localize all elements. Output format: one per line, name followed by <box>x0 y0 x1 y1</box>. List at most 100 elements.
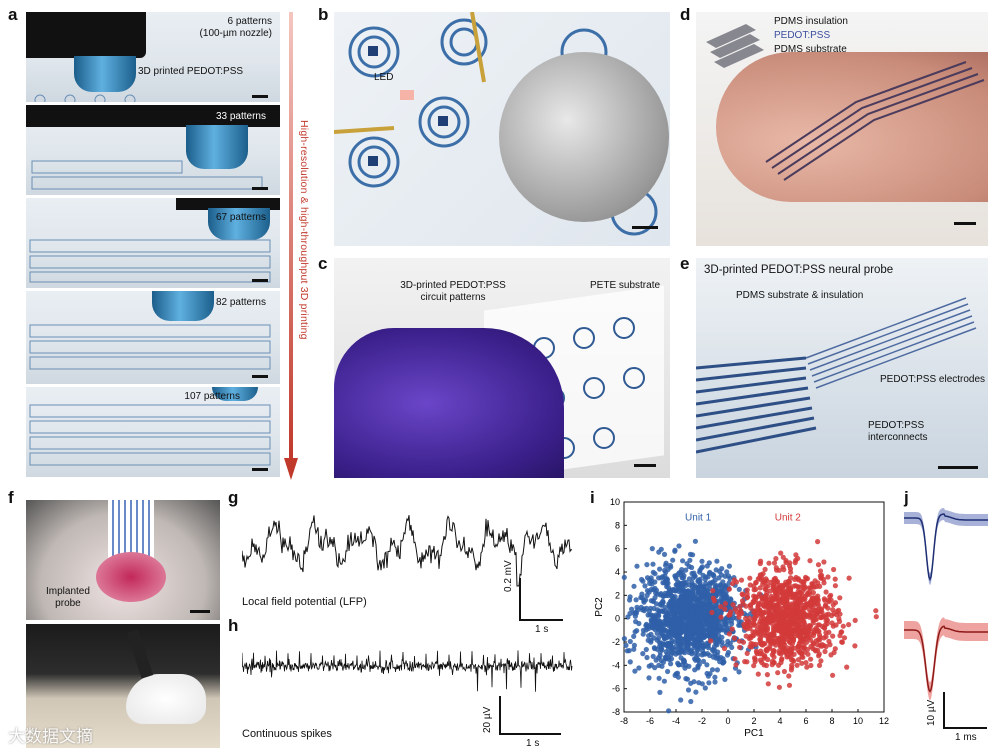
scatter-point-2 <box>751 663 757 669</box>
scatter-point-2 <box>729 626 735 632</box>
layer-insulation: PDMS insulation <box>774 16 848 27</box>
scatter-point-2 <box>807 558 813 564</box>
scatter-point-2 <box>826 629 832 635</box>
scatter-point-2 <box>810 620 816 626</box>
scatter-point-1 <box>687 557 693 563</box>
scatter-point-1 <box>710 646 716 652</box>
scatter-point-1 <box>652 585 658 591</box>
spike-scale-bar-y <box>499 696 501 734</box>
scatter-point-1 <box>663 560 669 566</box>
scatter-point-1 <box>668 643 674 649</box>
scatter-point-1 <box>660 659 666 665</box>
scatter-point-2 <box>763 626 769 632</box>
panel-label-b: b <box>318 5 329 24</box>
scatter-point-2 <box>751 655 758 661</box>
scatter-point-2 <box>755 671 761 677</box>
x-tick-label: 6 <box>803 716 808 726</box>
scatter-point-2 <box>810 590 816 596</box>
scatter-point-2 <box>757 585 763 591</box>
scatter-point-1 <box>632 629 638 635</box>
scatter-point-1 <box>722 583 729 589</box>
scatter-point-2 <box>722 606 728 612</box>
scatter-point-1 <box>675 639 681 645</box>
scatter-point-1 <box>621 574 627 580</box>
scatter-point-1 <box>677 607 683 613</box>
scatter-point-2 <box>804 664 810 670</box>
scatter-point-2 <box>828 652 834 658</box>
scatter-point-1 <box>640 578 646 584</box>
coil-patterns <box>334 12 658 236</box>
scatter-point-1 <box>632 609 639 616</box>
lfp-scale-label-y: 0.2 mV <box>503 560 514 592</box>
scatter-point-2 <box>786 612 792 619</box>
scatter-point-1 <box>677 580 683 586</box>
scatter-point-2 <box>815 539 821 545</box>
scatter-point-2 <box>780 649 786 655</box>
scatter-point-1 <box>655 591 661 597</box>
scatter-point-1 <box>711 573 717 579</box>
scatter-point-2 <box>732 656 738 662</box>
scatter-point-2 <box>760 642 766 648</box>
implant-label-2: probe <box>55 598 81 609</box>
x-tick-label: -4 <box>672 716 680 726</box>
scatter-point-2 <box>778 616 784 622</box>
x-tick-label: -6 <box>646 716 654 726</box>
scatter-point-2 <box>758 631 764 637</box>
scatter-point-1 <box>661 678 667 684</box>
scatter-point-2 <box>788 607 794 614</box>
scatter-point-1 <box>714 558 720 564</box>
scatter-point-2 <box>787 633 794 639</box>
scatter-point-2 <box>825 611 832 617</box>
watermark: 大数据文摘 <box>8 727 93 747</box>
scatter-point-1 <box>654 624 660 630</box>
pattern-count: 6 patterns <box>227 16 272 27</box>
scatter-point-1 <box>698 593 705 599</box>
printer-head <box>26 12 146 58</box>
scatter-point-2 <box>757 560 763 567</box>
scatter-point-2 <box>756 621 762 627</box>
scatter-point-2 <box>762 654 768 660</box>
scatter-point-1 <box>711 623 717 629</box>
scatter-point-2 <box>808 662 814 669</box>
scatter-point-2 <box>780 638 786 644</box>
printing-frame-5: 107 patterns <box>26 387 280 477</box>
scatter-point-1 <box>640 651 646 657</box>
scatter-point-1 <box>712 674 718 680</box>
scatter-point-1 <box>683 567 689 573</box>
scatter-point-2 <box>788 667 794 673</box>
scatter-point-1 <box>681 587 687 593</box>
scatter-point-1 <box>656 575 662 581</box>
printed-pattern-grid <box>29 239 271 283</box>
scatter-point-1 <box>678 697 684 703</box>
scatter-point-1 <box>695 589 701 595</box>
scatter-point-2 <box>818 658 824 664</box>
scale-bar <box>634 464 656 467</box>
scatter-point-2 <box>753 579 759 586</box>
scatter-point-1 <box>648 575 654 581</box>
scatter-point-1 <box>631 646 637 652</box>
unit2-waveform-band <box>904 617 988 700</box>
scatter-point-1 <box>703 574 709 580</box>
x-tick-label: -8 <box>620 716 628 726</box>
scatter-point-1 <box>697 629 703 635</box>
scatter-point-1 <box>668 656 675 662</box>
scatter-point-2 <box>812 607 818 613</box>
y-tick-label: 6 <box>615 544 620 554</box>
scatter-point-1 <box>652 615 658 621</box>
scatter-point-2 <box>771 582 777 589</box>
scatter-point-2 <box>826 638 832 644</box>
spike-scale-bar-x <box>499 733 561 735</box>
lfp-caption: Local field potential (LFP) <box>242 596 367 608</box>
scatter-point-2 <box>751 609 757 615</box>
scatter-point-1 <box>689 607 695 613</box>
scatter-point-1 <box>699 601 705 607</box>
scatter-point-2 <box>815 562 822 568</box>
scatter-point-1 <box>683 629 689 635</box>
scatter-point-1 <box>727 640 733 646</box>
scatter-point-2 <box>783 621 790 627</box>
scatter-point-2 <box>800 618 806 624</box>
printed-pattern-row <box>34 94 136 102</box>
layer-pedot: PEDOT:PSS <box>774 30 831 41</box>
scatter-point-2 <box>732 606 738 612</box>
progress-arrow <box>284 12 298 480</box>
